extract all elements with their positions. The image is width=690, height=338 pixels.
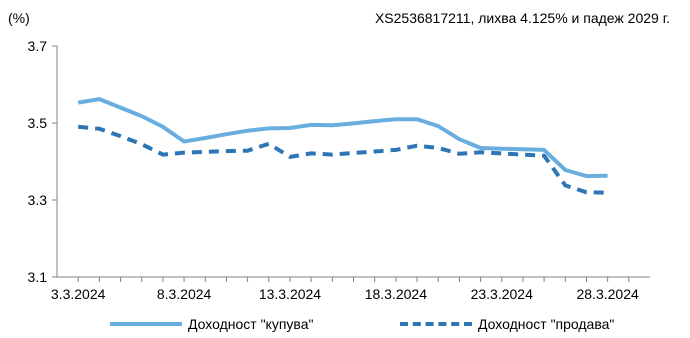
chart-tick-labels: 3.1 3.3 3.5 3.7 3.3.2024 8.3.2024 13.3.2024 18.…: [28, 38, 639, 302]
y-tick-label: 3.5: [28, 115, 48, 131]
x-tick-label: 13.3.2024: [259, 286, 321, 302]
x-tick-label: 23.3.2024: [471, 286, 533, 302]
series-line-bid: [77, 97, 608, 179]
y-tick-label: 3.3: [28, 192, 48, 208]
chart-series: [77, 97, 608, 195]
y-axis-unit: (%): [8, 10, 30, 26]
legend-item-bid: Доходност "купува": [110, 316, 313, 332]
legend-item-ask: Доходност "продава": [400, 316, 614, 332]
legend-label-bid: Доходност "купува": [188, 316, 314, 332]
y-tick-label: 3.7: [28, 38, 48, 54]
x-tick-label: 18.3.2024: [365, 286, 427, 302]
legend-label-ask: Доходност "продава": [478, 316, 615, 332]
chart-legend: Доходност "купува" Доходност "продава": [110, 316, 670, 336]
chart-title: XS2536817211, лихва 4.125% и падеж 2029 …: [374, 10, 670, 26]
x-tick-label: 8.3.2024: [157, 286, 212, 302]
legend-swatch-ask: [400, 322, 472, 326]
chart-axes: [52, 45, 650, 282]
series-line-ask: [78, 124, 608, 195]
legend-swatch-bid: [110, 322, 182, 326]
line-chart: 3.1 3.3 3.5 3.7 3.3.2024 8.3.2024 13.3.2024 18.…: [28, 38, 650, 302]
y-tick-label: 3.1: [28, 269, 48, 285]
x-tick-label: 28.3.2024: [576, 286, 638, 302]
x-tick-label: 3.3.2024: [51, 286, 106, 302]
